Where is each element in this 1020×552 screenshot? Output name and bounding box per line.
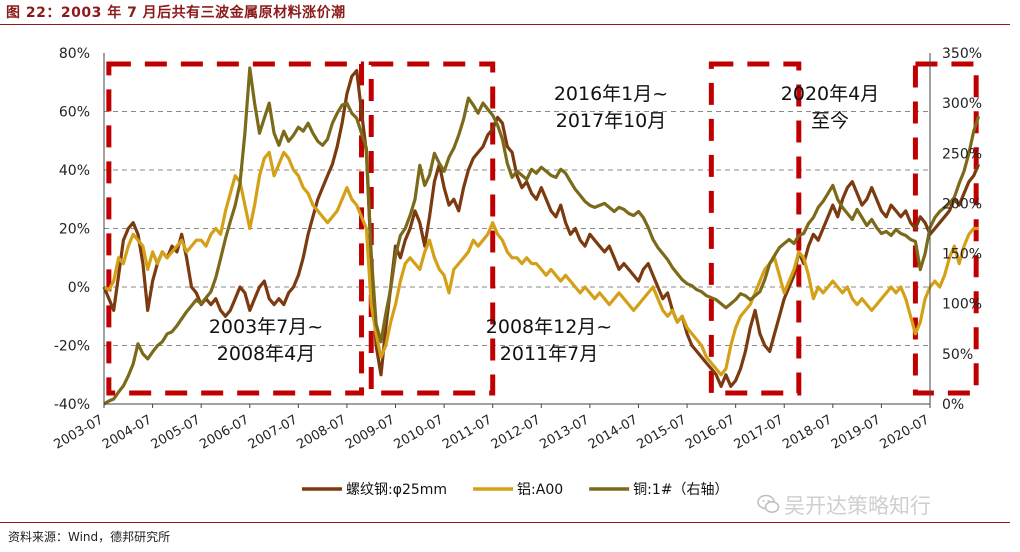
y-left-tick-label: 60% bbox=[59, 105, 90, 121]
highlight-box bbox=[106, 61, 365, 396]
x-tick-label: 2008-07 bbox=[294, 412, 349, 452]
x-tick-label: 2003-07 bbox=[51, 412, 106, 452]
chart-title: 图 22：2003 年 7 月后共有三波金属原材料涨价潮 bbox=[6, 5, 346, 21]
x-tick-label: 2011-07 bbox=[440, 412, 495, 452]
y-left-tick-label: -40% bbox=[54, 397, 90, 413]
legend-label: 螺纹钢:φ25mm bbox=[346, 482, 447, 498]
annotation-label: 至今 bbox=[811, 110, 849, 132]
x-tick-label: 2015-07 bbox=[635, 412, 690, 452]
title-divider bbox=[0, 24, 1010, 25]
y-left-tick-label: 40% bbox=[59, 163, 90, 179]
x-tick-label: 2018-07 bbox=[780, 412, 835, 452]
series-line bbox=[103, 150, 979, 377]
x-tick-label: 2006-07 bbox=[197, 412, 252, 452]
annotation-labels: 2003年7月~ 2008年4月 2008年12月~ 2011年7月 2016年1月~ 2… bbox=[209, 83, 879, 365]
y-right-tick-label: 350% bbox=[942, 46, 982, 62]
series-lines bbox=[102, 66, 981, 406]
annotation-label: 2017年10月 bbox=[556, 110, 667, 132]
series-line bbox=[102, 69, 981, 388]
y-right-tick-label: 250% bbox=[942, 146, 982, 162]
y-right-tick-label: 150% bbox=[942, 247, 982, 263]
x-tick-label: 2019-07 bbox=[829, 412, 884, 452]
x-tick-label: 2007-07 bbox=[246, 412, 301, 452]
y-right-tick-label: 0% bbox=[942, 397, 964, 413]
x-tick-label: 2013-07 bbox=[537, 412, 592, 452]
series-line bbox=[103, 66, 981, 406]
y-left-tick-label: 80% bbox=[59, 46, 90, 62]
watermark: 吴开达策略知行 bbox=[784, 494, 931, 518]
source-divider bbox=[0, 522, 1010, 523]
x-tick-label: 2017-07 bbox=[732, 412, 787, 452]
annotation-label: 2011年7月 bbox=[500, 343, 598, 365]
y-right-tick-label: 300% bbox=[942, 96, 982, 112]
x-tick-label: 2010-07 bbox=[392, 412, 447, 452]
annotation-label: 2016年1月~ bbox=[554, 83, 668, 105]
x-tick-label: 2012-07 bbox=[489, 412, 544, 452]
chart: -40% -20% 0% 20% 40% 60% 80% 0% 50% 100% 150% 200% 2… bbox=[51, 46, 982, 498]
x-tick-label: 2009-07 bbox=[343, 412, 398, 452]
legend-label: 铝:A00 bbox=[517, 482, 563, 498]
annotation-label: 2003年7月~ bbox=[209, 316, 323, 338]
x-tick-label: 2004-07 bbox=[100, 412, 155, 452]
legend: 螺纹钢:φ25mm 铝:A00 铜:1#（右轴） bbox=[302, 482, 729, 498]
x-tick-label: 2014-07 bbox=[586, 412, 641, 452]
legend-label: 铜:1#（右轴） bbox=[633, 482, 728, 498]
y-left-tick-label: -20% bbox=[54, 339, 90, 355]
y-right-tick-label: 100% bbox=[942, 297, 982, 313]
annotation-label: 2008年4月 bbox=[217, 343, 315, 365]
wechat-icon bbox=[757, 494, 780, 513]
source-note: 资料来源：Wind，德邦研究所 bbox=[8, 530, 171, 544]
y-left-tick-label: 0% bbox=[68, 280, 90, 296]
y-right-tick-label: 200% bbox=[942, 196, 982, 212]
y-right-tick-label: 50% bbox=[942, 347, 973, 363]
annotation-label: 2020年4月 bbox=[781, 83, 879, 105]
x-tick-label: 2020-07 bbox=[877, 412, 932, 452]
x-tick-label: 2016-07 bbox=[683, 412, 738, 452]
y-left-tick-label: 20% bbox=[59, 222, 90, 238]
axes: -40% -20% 0% 20% 40% 60% 80% 0% 50% 100% 150% 200% 2… bbox=[51, 46, 982, 453]
annotation-label: 2008年12月~ bbox=[486, 316, 612, 338]
highlight-box bbox=[708, 61, 802, 396]
x-tick-label: 2005-07 bbox=[149, 412, 204, 452]
